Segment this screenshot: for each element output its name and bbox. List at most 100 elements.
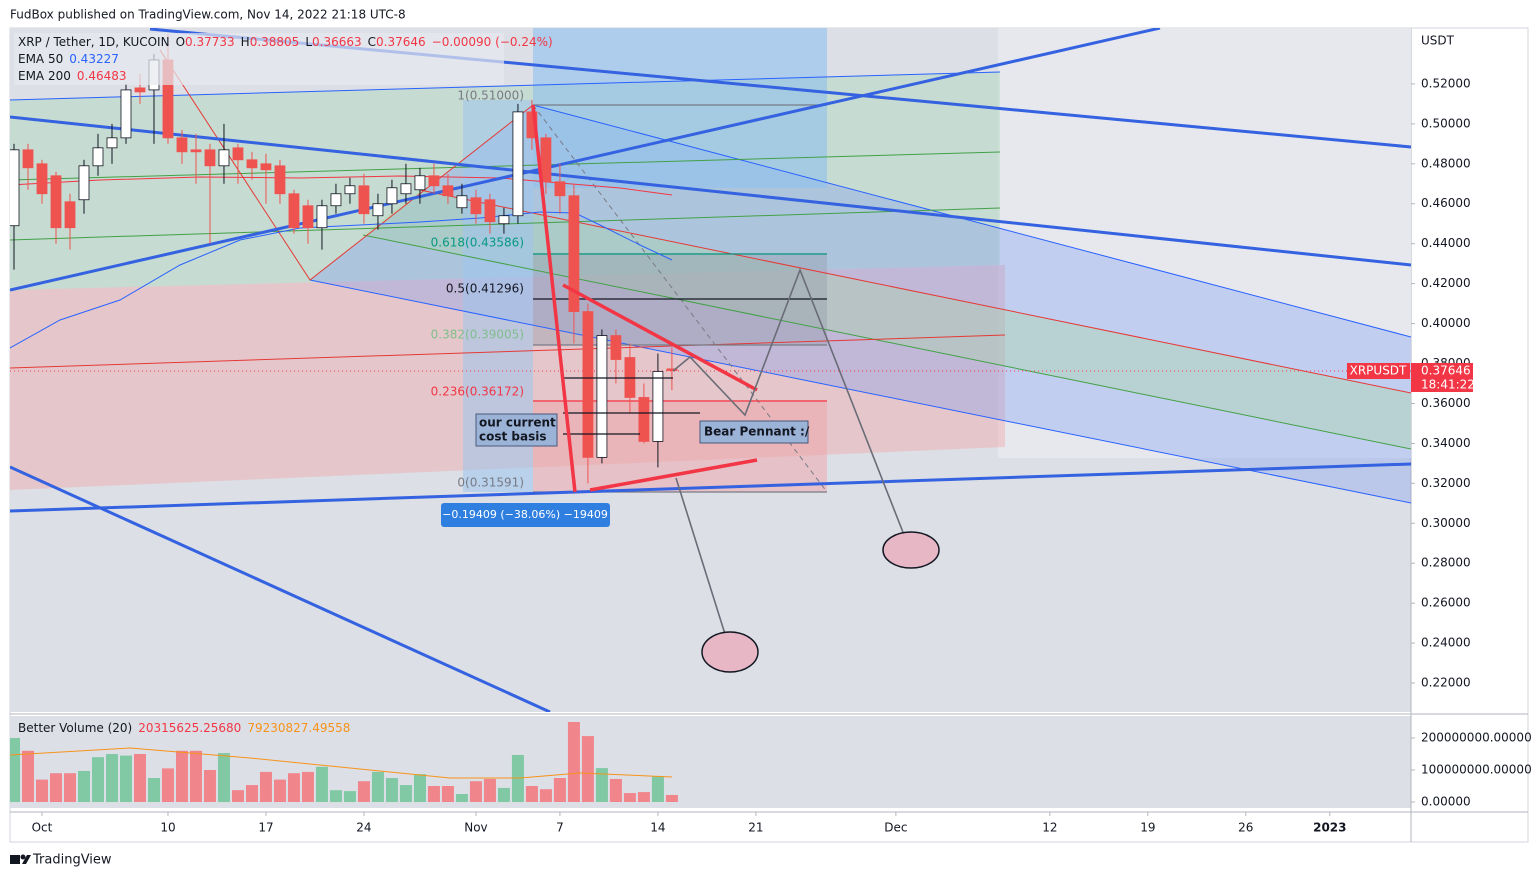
candle-body [302, 205, 314, 229]
x-tick-label: 26 [1238, 821, 1253, 835]
candle-body [498, 215, 510, 225]
fib-zone [533, 400, 827, 492]
volume-bar [497, 787, 510, 802]
brand: TradingView [32, 853, 112, 868]
drawings [10, 28, 1411, 712]
fib-label: 1(0.51000) [457, 89, 524, 103]
volume-bar [385, 778, 398, 802]
volume-y-tick-label: 0.00000 [1421, 795, 1471, 809]
legend-key: L [305, 35, 312, 49]
x-tick-label: 14 [650, 821, 665, 835]
trendline [309, 279, 1411, 504]
axes: 0.22000 0.24000 0.26000 0.28000 0.30000 0.320… [32, 76, 1532, 834]
volume-bar [10, 738, 21, 802]
candle-body [442, 185, 454, 197]
x-tick-label: Nov [464, 821, 487, 835]
volume-bar [217, 753, 230, 802]
candle-body [638, 397, 650, 442]
volume-bars [10, 722, 678, 802]
candle-body [134, 87, 146, 93]
volume-bar [651, 776, 664, 802]
y-tick-label: 0.48000 [1421, 156, 1471, 170]
x-tick-label: 21 [748, 821, 763, 835]
volume-bar [22, 750, 35, 802]
candle-body [652, 371, 664, 442]
annotations: our current cost basis Bear Pennant :/ 1… [431, 89, 940, 673]
x-tick-label: 7 [556, 821, 564, 835]
volume-bar [553, 778, 566, 802]
x-tick-label: 12 [1042, 821, 1057, 835]
volume-legend: Better Volume (20) 20315625.25680 79230827… [18, 721, 350, 735]
trendline [10, 334, 1006, 369]
volume-bar [623, 793, 636, 802]
x-tick-label: 10 [160, 821, 175, 835]
y-tick-label: 0.44000 [1421, 236, 1471, 250]
candle-body [50, 175, 62, 229]
volume-bar [609, 778, 622, 802]
volume-bar [273, 779, 286, 802]
volume-bar [49, 773, 62, 802]
candle-body [358, 185, 370, 215]
legend-bg [14, 33, 504, 85]
volume-bar [189, 750, 202, 802]
legend-key: O [176, 35, 185, 49]
volume-bar [119, 755, 132, 802]
volume-bar [539, 789, 552, 802]
pattern-note: Bear Pennant :/ [704, 425, 810, 439]
cost-basis-note: our current [479, 416, 556, 430]
volume-bar [399, 785, 412, 802]
volume-bar [343, 791, 356, 802]
volume-bar [77, 770, 90, 802]
volume-bar [567, 722, 580, 802]
candle-body [246, 159, 258, 169]
candle-body [218, 149, 230, 167]
volume-bar [245, 785, 258, 802]
candle-body [120, 89, 132, 139]
legend-key: C [368, 35, 376, 49]
legend-value: 0.37646 [376, 35, 426, 49]
volume-bar [329, 790, 342, 802]
candle-body [10, 149, 20, 227]
cost-basis-note: cost basis [479, 430, 547, 444]
publisher: FudBox published on TradingView.com, Nov… [10, 8, 406, 22]
volume-bar [483, 778, 496, 802]
candle-body [64, 201, 76, 229]
candle-body [456, 195, 468, 209]
legend-value: 0.37733 [185, 35, 235, 49]
x-tick-label: Oct [32, 821, 53, 835]
candle-body [92, 147, 104, 167]
volume-bar [301, 771, 314, 802]
candle-body [22, 149, 34, 169]
x-tick-label: 24 [356, 821, 371, 835]
fib-label: 0(0.31591) [457, 476, 524, 490]
legend-key: H [241, 35, 250, 49]
volume-bar [469, 781, 482, 802]
fib-label: 0.618(0.43586) [431, 236, 524, 250]
fib-label: 0.236(0.36172) [431, 385, 524, 399]
indicator-name: EMA 50 [18, 52, 63, 66]
volume-bar [91, 757, 104, 802]
volume-ma-line [10, 747, 673, 779]
volume-bar [147, 778, 160, 802]
candle-body [610, 335, 622, 360]
volume-value: 79230827.49558 [247, 721, 350, 735]
y-tick-label: 0.22000 [1421, 676, 1471, 690]
pitchfork [310, 105, 1411, 503]
indicator-value: 0.46483 [77, 69, 127, 83]
indicator-legend: EMA 50 0.43227 [18, 52, 119, 66]
volume-bar [231, 790, 244, 802]
candle-body [484, 199, 496, 223]
x-tick-label: 19 [1140, 821, 1155, 835]
legend: XRP / Tether, 1D, KUCOIN O0.37733 H0.38805… [18, 35, 553, 49]
legend-change: −0.00090 (−0.24%) [432, 35, 553, 49]
volume-bar [427, 786, 440, 802]
candle-body [176, 137, 188, 153]
volume-bar [441, 786, 454, 802]
y-tick-label: 0.50000 [1421, 116, 1471, 130]
volume-bar [357, 781, 370, 802]
y-tick-label: 0.36000 [1421, 396, 1471, 410]
trendline [419, 189, 1411, 394]
volume-bar [371, 771, 384, 802]
y-tick-label: 0.40000 [1421, 316, 1471, 330]
candle-body [554, 181, 566, 197]
